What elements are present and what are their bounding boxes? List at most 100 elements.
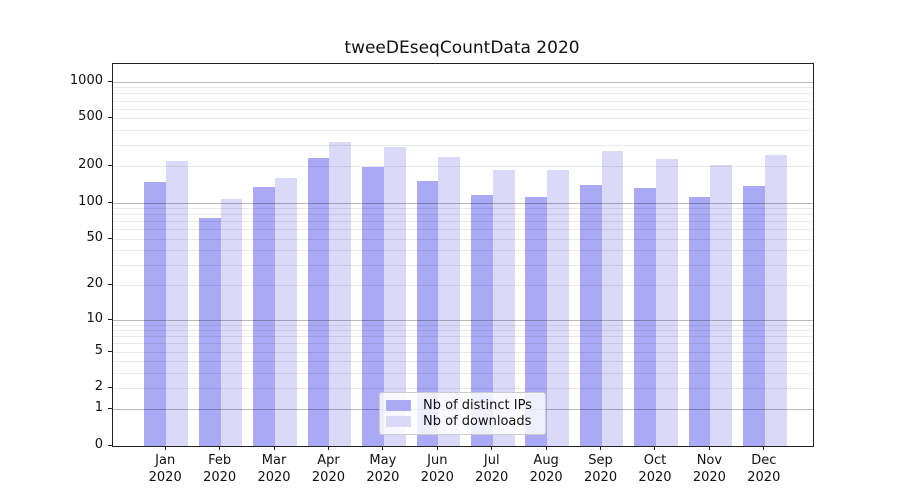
x-tick	[545, 446, 547, 450]
y-tick-label: 200	[78, 157, 103, 173]
gridline-minor	[113, 285, 813, 287]
y-tick-label: 1000	[69, 72, 103, 88]
legend-swatch	[386, 400, 411, 411]
bar-ips	[198, 218, 221, 446]
y-tick-label: 5	[94, 342, 103, 358]
y-tick-label: 20	[86, 276, 103, 292]
bar-ips	[525, 197, 548, 446]
x-tick	[219, 446, 221, 450]
y-tick-label: 2	[94, 379, 103, 395]
y-tick	[108, 117, 112, 119]
gridline-minor	[113, 238, 813, 240]
gridline-minor	[113, 129, 813, 131]
bar-ips	[362, 167, 384, 446]
gridline-minor	[113, 372, 813, 374]
bar-ips	[416, 181, 439, 446]
x-tick-label: Sep 2020	[584, 453, 618, 485]
bar-ips	[579, 185, 602, 446]
y-tick	[108, 350, 112, 352]
bar-ips	[634, 187, 656, 446]
gridline-minor	[113, 221, 813, 223]
x-tick-label: Dec 2020	[747, 453, 781, 485]
gridline-minor	[113, 336, 813, 338]
x-tick	[708, 446, 710, 450]
x-tick	[654, 446, 656, 450]
bar-downloads	[220, 198, 243, 446]
x-tick-label: Feb 2020	[203, 453, 237, 485]
x-tick	[436, 446, 438, 450]
x-tick	[763, 446, 765, 450]
y-tick	[108, 318, 112, 320]
gridline-minor	[113, 93, 813, 95]
x-tick	[273, 446, 275, 450]
x-tick-label: Nov 2020	[692, 453, 726, 485]
bar-downloads	[547, 170, 569, 446]
x-tick-label: Aug 2020	[529, 453, 563, 485]
y-tick-label: 0	[94, 437, 103, 452]
y-tick-label: 500	[78, 109, 103, 125]
y-tick	[108, 445, 112, 446]
y-tick-label: 10	[86, 310, 103, 326]
gridline-minor	[113, 264, 813, 266]
x-tick-label: Jul 2020	[475, 453, 509, 485]
x-tick	[491, 446, 493, 450]
bar-downloads	[383, 146, 406, 446]
gridline-minor	[113, 351, 813, 353]
bar-downloads	[764, 154, 787, 446]
x-tick-label: May 2020	[366, 453, 400, 485]
y-tick	[108, 284, 112, 286]
gridline-minor	[113, 87, 813, 89]
bar-ips	[470, 195, 493, 446]
bar-ips	[144, 181, 167, 446]
bar-downloads	[492, 170, 515, 446]
bar-downloads	[601, 150, 624, 446]
gridline-minor	[113, 166, 813, 168]
gridline-minor	[113, 108, 813, 110]
y-tick-label: 100	[78, 193, 103, 209]
bar-downloads	[655, 159, 678, 446]
gridline-minor	[113, 388, 813, 390]
gridline-minor	[113, 343, 813, 345]
x-tick	[382, 446, 384, 450]
y-tick-label: 50	[86, 229, 103, 245]
x-tick-label: Apr 2020	[311, 453, 345, 485]
chart-title: tweeDEseqCountData 2020	[344, 38, 580, 58]
x-tick-label: Oct 2020	[638, 453, 672, 485]
legend-swatch	[386, 416, 411, 427]
gridline-major	[113, 319, 813, 321]
gridline-minor	[113, 330, 813, 332]
x-tick-label: Mar 2020	[257, 453, 291, 485]
y-tick	[108, 408, 112, 410]
legend-item-label: Nb of downloads	[423, 414, 532, 429]
x-tick-label: Jan 2020	[148, 453, 182, 485]
bar-ips	[688, 196, 711, 446]
gridline-major	[113, 202, 813, 204]
legend-item: Nb of downloads	[386, 414, 539, 429]
y-tick	[108, 387, 112, 389]
gridline-minor	[113, 208, 813, 210]
x-tick-label: Jun 2020	[420, 453, 454, 485]
gridline-minor	[113, 118, 813, 120]
x-tick	[327, 446, 329, 450]
bar-downloads	[710, 165, 733, 446]
bar-downloads	[166, 161, 188, 446]
legend: Nb of distinct IPs Nb of downloads	[379, 392, 546, 435]
bar-downloads	[329, 141, 352, 446]
bar-downloads	[275, 178, 297, 446]
gridline-major	[113, 81, 813, 83]
plot-area	[112, 63, 814, 447]
legend-item: Nb of distinct IPs	[386, 398, 539, 413]
y-tick	[108, 80, 112, 82]
bar-ips	[307, 157, 330, 446]
y-tick	[108, 237, 112, 239]
gridline-minor	[113, 250, 813, 252]
gridline-minor	[113, 214, 813, 216]
y-tick	[108, 201, 112, 203]
y-tick	[108, 165, 112, 167]
x-tick	[600, 446, 602, 450]
bar-downloads	[438, 156, 461, 446]
gridline-minor	[113, 229, 813, 231]
x-tick	[164, 446, 166, 450]
gridline-minor	[113, 324, 813, 326]
